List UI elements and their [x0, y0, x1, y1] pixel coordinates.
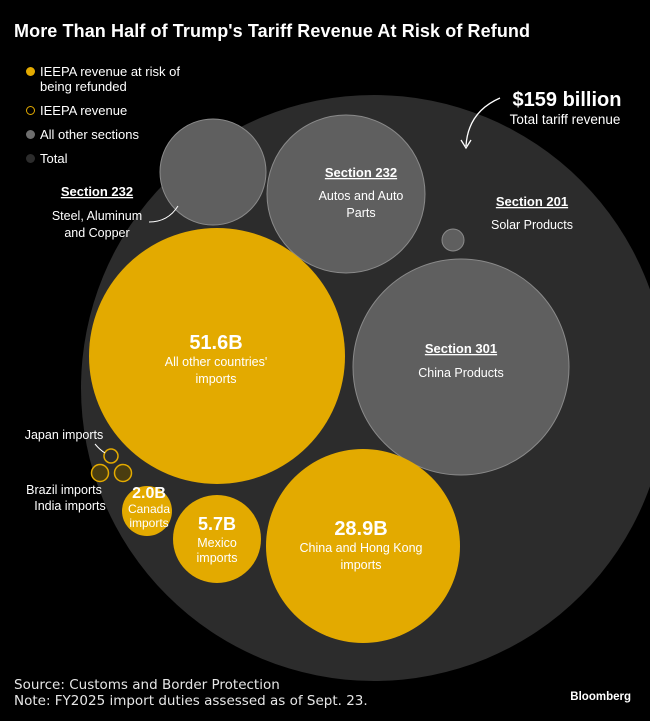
label-section-232-steel: Steel, Aluminum and Copper — [52, 209, 142, 240]
label-heading-section-232-steel: Section 232 — [61, 184, 133, 199]
legend-label-total: Total — [40, 151, 68, 166]
bubble-brazil — [90, 463, 110, 483]
bubble-section-201-solar — [441, 228, 465, 252]
leader-japan — [94, 443, 106, 454]
legend-item-ieepa: IEEPA revenue — [26, 103, 200, 118]
bubble-section-232-steel — [159, 118, 267, 226]
value-china-hong-kong: 28.9B — [334, 518, 387, 540]
label-section-232-autos: Autos and Auto Parts — [319, 189, 404, 220]
legend-swatch-ieepa-risk — [26, 67, 35, 76]
label-heading-section-232-autos: Section 232 — [325, 165, 397, 180]
value-mexico: 5.7B — [198, 514, 236, 534]
total-leader-line — [465, 97, 501, 147]
label-heading-section-301-china: Section 301 — [425, 341, 497, 356]
bubble-japan — [103, 448, 119, 464]
label-brazil: Brazil imports — [26, 483, 102, 497]
legend-item-other-sections: All other sections — [26, 127, 200, 142]
legend-label-other-sections: All other sections — [40, 127, 139, 142]
label-canada: Canada imports — [128, 502, 170, 530]
leader-section-232-steel — [148, 205, 179, 223]
label-india: India imports — [34, 499, 106, 513]
label-section-201-solar: Solar Products — [491, 218, 573, 232]
total-label: Total tariff revenue — [510, 112, 621, 127]
legend-swatch-ieepa — [26, 106, 35, 115]
legend-swatch-total — [26, 154, 35, 163]
legend-label-ieepa-risk: IEEPA revenue at risk of being refunded — [40, 64, 180, 94]
legend: IEEPA revenue at risk of being refunded … — [26, 64, 200, 175]
footer: Source: Customs and Border Protection No… — [14, 677, 368, 709]
brand-logo: Bloomberg — [570, 691, 631, 703]
label-all-other-countries: All other countries' imports — [165, 355, 267, 386]
label-section-301-china: China Products — [418, 366, 503, 380]
bubble-section-301-china — [352, 258, 570, 476]
bubble-canada — [122, 486, 172, 536]
bubble-all-other-countries — [89, 228, 345, 484]
total-arrowhead — [460, 139, 472, 150]
label-mexico: Mexico imports — [197, 536, 238, 565]
legend-label-ieepa: IEEPA revenue — [40, 103, 128, 118]
bubble-section-232-autos — [266, 114, 426, 274]
bubble-mexico — [173, 495, 261, 583]
legend-swatch-other-sections — [26, 130, 35, 139]
bubble-india — [113, 463, 133, 483]
label-heading-section-201-solar: Section 201 — [496, 194, 568, 209]
chart-title: More Than Half of Trump's Tariff Revenue… — [14, 21, 531, 41]
source-note: Source: Customs and Border Protection — [14, 677, 280, 693]
label-japan: Japan imports — [25, 428, 104, 442]
legend-item-total: Total — [26, 151, 200, 166]
bubble-china-hong-kong — [266, 449, 460, 643]
value-all-other-countries: 51.6B — [189, 332, 242, 354]
label-china-hong-kong: China and Hong Kong imports — [299, 541, 422, 572]
legend-item-ieepa-risk: IEEPA revenue at risk of being refunded — [26, 64, 200, 94]
total-value: $159 billion — [513, 89, 622, 111]
value-canada: 2.0B — [132, 485, 166, 502]
footnote: Note: FY2025 import duties assessed as o… — [14, 693, 368, 709]
